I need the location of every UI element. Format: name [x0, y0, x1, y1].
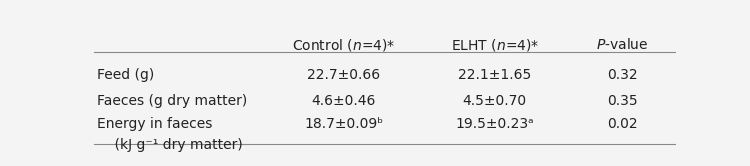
Text: 18.7±0.09ᵇ: 18.7±0.09ᵇ	[304, 117, 383, 131]
Text: 22.7±0.66: 22.7±0.66	[308, 69, 380, 83]
Text: Energy in faeces: Energy in faeces	[97, 117, 212, 131]
Text: ELHT ($\it{n}$=4)*: ELHT ($\it{n}$=4)*	[451, 37, 539, 52]
Text: $\it{P}$-value: $\it{P}$-value	[596, 37, 649, 51]
Text: (kJ g⁻¹ dry matter): (kJ g⁻¹ dry matter)	[97, 137, 242, 152]
Text: 4.5±0.70: 4.5±0.70	[463, 94, 526, 108]
Text: 0.32: 0.32	[608, 69, 638, 83]
Text: Feed (g): Feed (g)	[97, 69, 154, 83]
Text: 22.1±1.65: 22.1±1.65	[458, 69, 532, 83]
Text: 0.02: 0.02	[608, 117, 638, 131]
Text: Control ($\it{n}$=4)*: Control ($\it{n}$=4)*	[292, 37, 395, 52]
Text: 0.35: 0.35	[608, 94, 638, 108]
Text: Faeces (g dry matter): Faeces (g dry matter)	[97, 94, 247, 108]
Text: 19.5±0.23ᵃ: 19.5±0.23ᵃ	[455, 117, 534, 131]
Text: 4.6±0.46: 4.6±0.46	[311, 94, 376, 108]
